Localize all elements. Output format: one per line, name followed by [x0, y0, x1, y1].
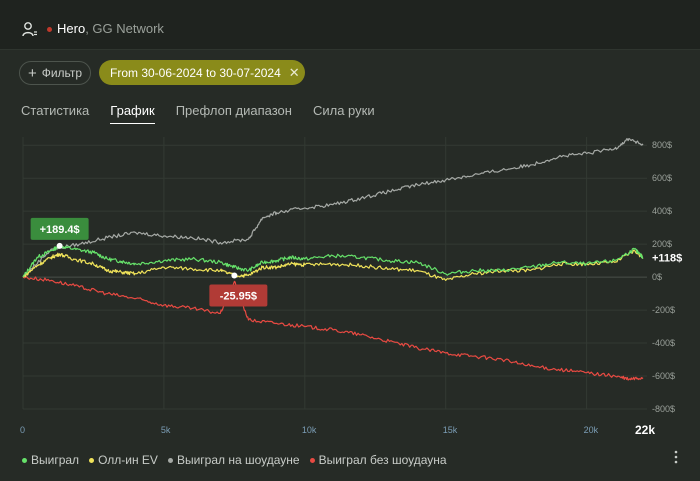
- plus-icon: +: [27, 64, 37, 82]
- tab-preflop-range[interactable]: Префлоп диапазон: [175, 103, 292, 118]
- tab-chart[interactable]: График: [110, 103, 155, 124]
- hero-label: Hero: [57, 21, 86, 36]
- annotation-box: [30, 217, 89, 240]
- series-line[interactable]: [22, 138, 644, 278]
- x-tick-label: 5k: [161, 425, 171, 435]
- series-line[interactable]: [22, 275, 644, 381]
- y-tick-label: 800$: [652, 140, 672, 150]
- y-tick-label: 200$: [652, 239, 672, 249]
- y-tick-label: -600$: [652, 371, 675, 381]
- legend-label: Выиграл на шоудауне: [176, 453, 300, 467]
- legend-item-non-showdown[interactable]: Выиграл без шоудауна: [309, 453, 447, 467]
- tab-bar: Статистика График Префлоп диапазон Сила …: [21, 103, 375, 124]
- winnings-chart[interactable]: 800$ 600$ 400$ 200$ 0$ -200$ -400$ -600$ -800$ 0 5…: [0, 125, 700, 443]
- y-tick-label: 400$: [652, 206, 672, 216]
- y-tick-label: -400$: [652, 338, 675, 348]
- x-tick-label: 15k: [443, 425, 458, 435]
- date-range-label: From 30-06-2024 to 30-07-2024: [110, 65, 281, 80]
- y-tick-label: 600$: [652, 173, 672, 183]
- annotation-point[interactable]: [231, 272, 238, 279]
- status-dot: [47, 27, 52, 32]
- header-bar: Hero, GG Network: [0, 0, 700, 50]
- tab-statistics[interactable]: Статистика: [21, 103, 90, 118]
- y-tick-label: 0$: [652, 272, 662, 282]
- hero-name[interactable]: Hero, GG Network: [57, 21, 164, 36]
- chart-legend: Выиграл Олл-ин EV Выиграл на шоудауне Вы…: [22, 453, 447, 467]
- legend-item-showdown[interactable]: Выиграл на шоудауне: [167, 453, 300, 467]
- legend-label: Олл-ин EV: [98, 453, 158, 467]
- legend-label: Выиграл без шоудауна: [318, 453, 447, 467]
- x-tick-label: 22k: [635, 423, 655, 437]
- more-vertical-icon[interactable]: [673, 450, 679, 464]
- annotation-point[interactable]: [56, 242, 63, 249]
- filter-button-label: Фильтр: [41, 66, 83, 80]
- series-line[interactable]: [22, 249, 644, 281]
- close-icon[interactable]: ✕: [288, 64, 300, 80]
- x-tick-label: 20k: [584, 425, 599, 435]
- network-label: , GG Network: [85, 21, 164, 36]
- x-tick-label: 10k: [302, 425, 317, 435]
- series-line[interactable]: [22, 244, 644, 278]
- x-tick-label: 0: [20, 425, 25, 435]
- date-range-chip[interactable]: From 30-06-2024 to 30-07-2024 ✕: [99, 60, 305, 85]
- annotation-label: -25.95$: [220, 290, 257, 302]
- filter-button[interactable]: + Фильтр: [19, 61, 91, 85]
- legend-dot: [309, 457, 315, 463]
- y-tick-label: -800$: [652, 404, 675, 414]
- legend-dot: [167, 457, 173, 463]
- annotation-label: +189.4$: [40, 224, 80, 236]
- user-icon[interactable]: [22, 21, 38, 37]
- legend-label: Выиграл: [31, 453, 80, 467]
- legend-dot: [22, 457, 27, 463]
- annotation-box: [209, 284, 268, 307]
- tab-hand-strength[interactable]: Сила руки: [312, 103, 375, 118]
- legend-item-won[interactable]: Выиграл: [22, 453, 79, 467]
- end-value-label: +118$: [652, 253, 682, 265]
- legend-dot: [89, 457, 95, 463]
- y-tick-label: -200$: [652, 305, 675, 315]
- legend-item-allin-ev[interactable]: Олл-ин EV: [89, 453, 158, 467]
